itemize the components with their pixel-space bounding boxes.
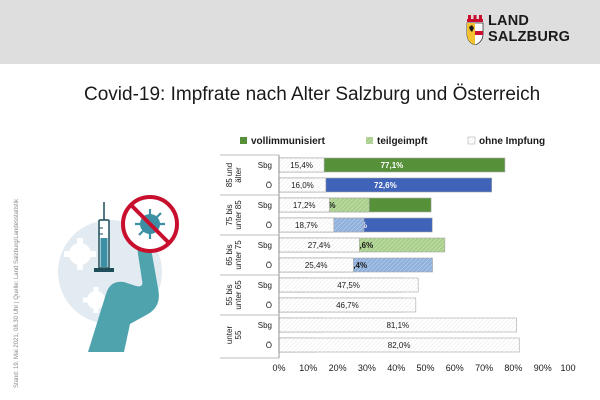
group-label-line-2-1: unter 75: [234, 240, 243, 270]
group-label-line-4-1: 55: [234, 330, 243, 339]
row-label-8: Sbg: [258, 321, 272, 330]
vaccination-illustration: [58, 195, 179, 352]
x-tick-label-6: 60%: [446, 363, 464, 373]
bar-label-6-2: 47,5%: [337, 281, 360, 290]
group-label-line-0-1: älter: [234, 167, 243, 183]
bar-label-0-2: 15,4%: [290, 161, 313, 170]
bar-label-4-2: 27,4%: [308, 241, 331, 250]
bar-label-9-2: 82,0%: [388, 341, 411, 350]
group-label-line-4-0: unter: [225, 326, 234, 345]
x-tick-label-5: 50%: [416, 363, 434, 373]
x-tick-label-8: 80%: [504, 363, 522, 373]
coat-of-arms-icon: [466, 15, 484, 45]
hand-icon: [88, 244, 159, 352]
logo-line-land: LAND: [488, 13, 530, 29]
x-tick-label-9: 90%: [534, 363, 552, 373]
bar-label-0-0: 77,1%: [381, 161, 404, 170]
vaccination-rate-chart: vollimmunisiert teilgeimpft ohne Impfung 77…: [220, 136, 576, 373]
x-tick-label-10: 100%: [560, 363, 576, 373]
group-label-line-1-0: 75 bis: [225, 204, 234, 225]
x-tick-label-0: 0%: [272, 363, 285, 373]
group-label-4: unter55: [225, 326, 243, 345]
logo-wordmark: LAND SALZBURG: [488, 13, 570, 45]
group-label-1: 75 bisunter 85: [225, 200, 243, 230]
legend-label-0: vollimmunisiert: [251, 136, 326, 147]
group-label-line-3-1: unter 65: [234, 280, 243, 310]
row-label-3: Ö: [266, 221, 272, 230]
page-title: Covid-19: Impfrate nach Alter Salzburg u…: [84, 84, 541, 105]
group-label-0: 85 undälter: [225, 163, 243, 187]
bar-label-5-2: 25,4%: [305, 261, 328, 270]
group-label-2: 65 bisunter 75: [225, 240, 243, 270]
row-label-9: Ö: [266, 341, 272, 350]
virus-prohibited-icon: [121, 195, 179, 253]
syringe-icon: [94, 202, 114, 272]
row-label-2: Sbg: [258, 201, 272, 210]
group-label-3: 55 bisunter 65: [225, 280, 243, 310]
x-tick-label-7: 70%: [475, 363, 493, 373]
legend-swatch-0: [240, 137, 247, 144]
bar-label-3-2: 18,7%: [295, 221, 318, 230]
bar-label-5-1: 52,4%: [344, 261, 367, 270]
x-tick-label-4: 40%: [387, 363, 405, 373]
bar-label-1-0: 72,6%: [374, 181, 397, 190]
group-label-line-1-1: unter 85: [234, 200, 243, 230]
x-tick-label-2: 20%: [329, 363, 347, 373]
row-label-5: Ö: [266, 261, 272, 270]
x-tick-label-1: 10%: [299, 363, 317, 373]
legend-label-2: ohne Impfung: [479, 136, 545, 147]
header-band: LAND SALZBURG: [0, 0, 600, 64]
bar-label-2-2: 17,2%: [293, 201, 316, 210]
legend-swatch-1: [366, 137, 373, 144]
row-label-1: Ö: [266, 181, 272, 190]
land-salzburg-logo[interactable]: LAND SALZBURG: [466, 13, 576, 51]
bar-label-4-1: 56,6%: [351, 241, 374, 250]
group-label-line-2-0: 65 bis: [225, 244, 234, 265]
bar-label-8-2: 81,1%: [386, 321, 409, 330]
row-label-6: Sbg: [258, 281, 272, 290]
source-note: Stand: 19. Mai 2021, 08.30 Uhr | Quelle:…: [14, 198, 20, 388]
bar-label-7-2: 46,7%: [336, 301, 359, 310]
gear-icon: [64, 238, 96, 270]
row-label-7: Ö: [266, 301, 272, 310]
group-label-line-3-0: 55 bis: [225, 284, 234, 305]
gear-icon-small: [83, 287, 109, 313]
row-label-0: Sbg: [258, 161, 272, 170]
bar-label-1-2: 16,0%: [291, 181, 314, 190]
legend-swatch-2: [467, 136, 476, 145]
legend-label-1: teilgeimpft: [377, 136, 428, 147]
row-label-4: Sbg: [258, 241, 272, 250]
group-label-line-0-0: 85 und: [225, 163, 234, 187]
logo-line-salzburg: SALZBURG: [488, 29, 571, 45]
x-tick-label-3: 30%: [358, 363, 376, 373]
